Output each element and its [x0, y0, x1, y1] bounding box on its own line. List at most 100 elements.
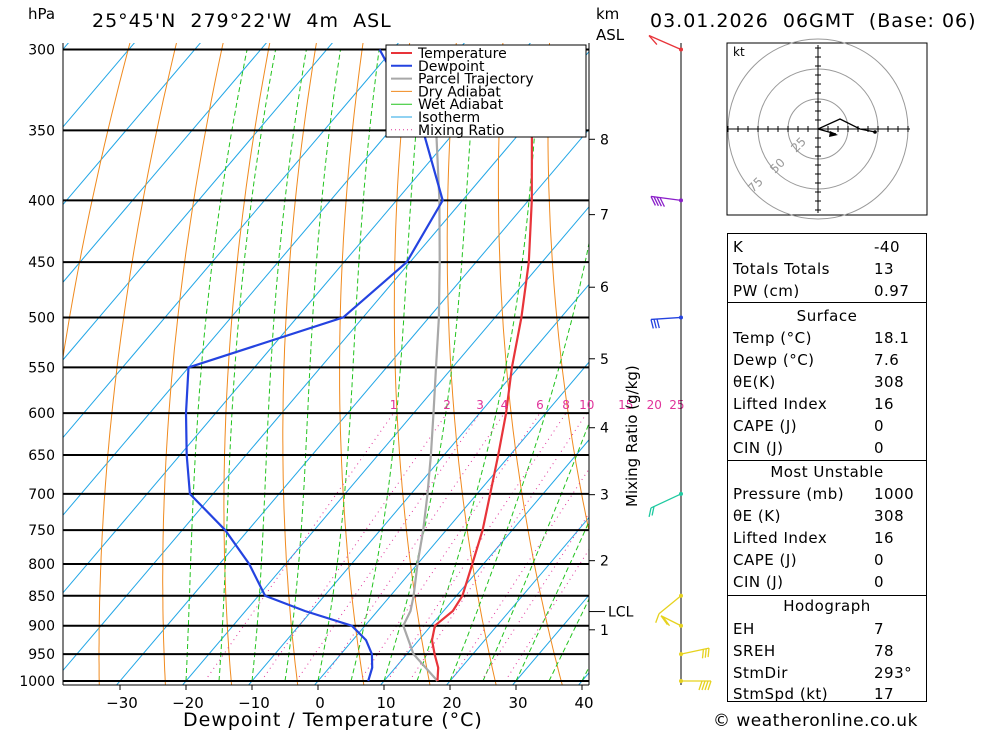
wind-barb-shaft	[648, 34, 682, 51]
wind-profile	[648, 34, 712, 691]
x-tick-label: −10	[238, 694, 270, 712]
isotherm-line	[63, 43, 201, 206]
mixing-ratio-line	[295, 412, 481, 682]
mixing-ratio-label: 1	[390, 398, 398, 412]
wind-barb-feather	[662, 616, 671, 627]
x-tick-label: 40	[574, 694, 593, 712]
mixing-ratio-labels: 1 2 3 4 6 8 10 15 20 25	[390, 398, 685, 412]
x-tick-label: 0	[315, 694, 325, 712]
wind-barb-feather	[698, 680, 703, 691]
km-tick-label: 5	[600, 352, 609, 368]
pressure-tick-label: 500	[28, 310, 55, 326]
wind-barb	[655, 593, 683, 623]
wind-barb	[660, 615, 683, 628]
legend-label: Mixing Ratio	[418, 123, 504, 139]
pressure-tick-label: 650	[28, 448, 55, 464]
hodo-stmspd: StmSpd (kt) 17	[733, 685, 895, 703]
legend-label: Wet Adiabat	[418, 97, 504, 113]
wind-barb-feather	[704, 648, 707, 658]
isotherm-line	[115, 128, 589, 685]
legend-label: Dry Adiabat	[418, 84, 501, 100]
mixing-ratio-label: 3	[476, 398, 484, 412]
wind-barb-feather	[707, 680, 712, 691]
isotherm-line	[63, 43, 333, 361]
x-axis-title: Dewpoint / Temperature (°C)	[183, 709, 483, 731]
mixing-ratio-label: 4	[501, 398, 509, 412]
hodo-stmdir: StmDir 293°	[733, 664, 913, 682]
wind-barb-dot	[679, 315, 683, 320]
isotherm-line	[313, 361, 589, 685]
x-tick-label: −30	[106, 694, 138, 712]
pressure-tick-label: 850	[28, 589, 55, 605]
wind-barb-feather	[701, 680, 706, 691]
dry-adiabat-line	[921, 32, 1000, 687]
km-label: km	[596, 5, 620, 23]
wind-barb-feather	[648, 507, 652, 518]
wind-barb	[679, 647, 710, 659]
isotherm-line	[0, 13, 28, 706]
surface-header: Surface	[796, 307, 858, 325]
indices-panel: K -40 Totals Totals 13 PW (cm) 0.97 Surface…	[727, 233, 927, 703]
wind-barb-feather	[651, 506, 655, 516]
isotherm-line	[63, 43, 399, 439]
wind-barb-dot	[679, 198, 683, 203]
legend-label: Parcel Trajectory	[418, 72, 534, 88]
pressure-tick-label: 800	[28, 557, 55, 573]
wind-barb-feather	[659, 197, 665, 207]
mixing-ratio-line	[260, 412, 448, 682]
mixing-ratio-line	[204, 412, 395, 682]
wind-barb	[648, 34, 683, 52]
profiles	[184, 48, 536, 682]
wind-barb-feather	[656, 318, 660, 329]
most-unstable-header: Most Unstable	[770, 463, 884, 481]
dry-adiabat-line	[596, 32, 695, 687]
asl-label: ASL	[596, 26, 625, 44]
storm-motion-arrow	[829, 131, 838, 137]
wet-adiabat-line	[482, 421, 589, 682]
wind-barb-dot	[679, 593, 683, 598]
mixing-ratio-line	[359, 412, 541, 682]
mixing-ratio-label: 6	[536, 398, 544, 412]
mixing-ratio-label: 20	[647, 398, 662, 412]
wind-barb-shaft	[660, 615, 682, 627]
hodo-sreh: SREH 78	[733, 642, 895, 660]
wind-barb-feather	[653, 319, 657, 329]
wind-barb-feather	[648, 35, 658, 45]
wind-barb	[650, 315, 683, 329]
legend-label: Isotherm	[418, 110, 480, 126]
wind-barb-feather	[656, 196, 662, 207]
wind-barb-dot	[679, 491, 683, 496]
hpa-label: hPa	[28, 5, 56, 23]
wind-barb-shaft	[650, 316, 682, 321]
mixing-ratio-label: 25	[669, 398, 684, 412]
mixing-ratio-axis-title: Mixing Ratio (g/kg)	[623, 365, 641, 507]
wind-barb-feather	[707, 648, 710, 658]
surface-temp: Temp (°C) 18.1	[733, 329, 910, 347]
wind-barb-shaft	[650, 195, 682, 202]
surface-cape: CAPE (J) 0	[733, 417, 885, 435]
isotherm-line	[63, 43, 267, 283]
wind-barb-shaft	[658, 595, 682, 615]
km-tick-label: 1	[600, 623, 609, 639]
wet-adiabat-line	[449, 240, 589, 682]
copyright: © weatheronline.co.uk	[713, 711, 918, 731]
hodograph-trace	[817, 118, 876, 133]
wind-barb-feather	[655, 613, 660, 623]
km-tick-label: 3	[600, 488, 609, 504]
pressure-tick-label: 600	[28, 406, 55, 422]
wind-barb	[648, 491, 683, 518]
pressure-tick-label: 400	[28, 193, 55, 209]
hodograph-unit-label: kt	[733, 45, 745, 59]
mixing-ratio-label: 2	[443, 398, 451, 412]
index-k: K -40	[733, 238, 900, 256]
surface-thetae: θE(K) 308	[733, 373, 905, 391]
wind-barb-feather	[704, 680, 709, 691]
wind-barb-shaft	[650, 493, 682, 509]
km-tick-label: 4	[600, 421, 609, 437]
wind-barb-dot	[679, 47, 683, 52]
mu-cin: CIN (J) 0	[733, 573, 885, 591]
surface-cin: CIN (J) 0	[733, 439, 885, 457]
mu-pressure: Pressure (mb) 1000	[733, 485, 915, 503]
